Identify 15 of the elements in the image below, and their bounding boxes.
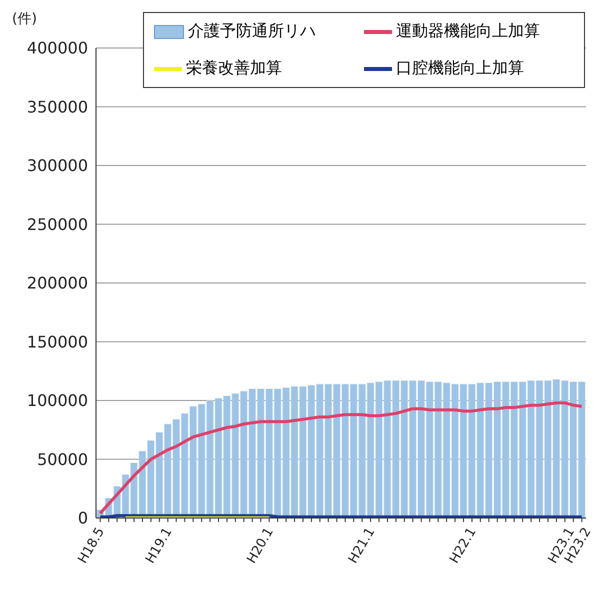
legend-label: 口腔機能向上加算: [396, 58, 524, 79]
y-tick-label: 100000: [26, 391, 88, 410]
legend-label: 介護予防通所リハ: [188, 21, 316, 42]
y-tick-label: 350000: [26, 97, 88, 116]
y-tick-label: 300000: [26, 156, 88, 176]
y-tick-label: 0: [78, 508, 88, 528]
y-axis-title: (件): [12, 10, 37, 28]
line-series: [98, 401, 584, 515]
legend-label: 栄養改善加算: [186, 58, 282, 79]
legend-label: 運動器機能向上加算: [396, 21, 540, 42]
y-tick-label: 200000: [26, 274, 88, 293]
y-tick-label: 400000: [26, 38, 88, 58]
y-tick-label: 50000: [37, 450, 88, 469]
y-tick-label: 250000: [26, 214, 88, 234]
y-tick-label: 150000: [26, 332, 88, 352]
